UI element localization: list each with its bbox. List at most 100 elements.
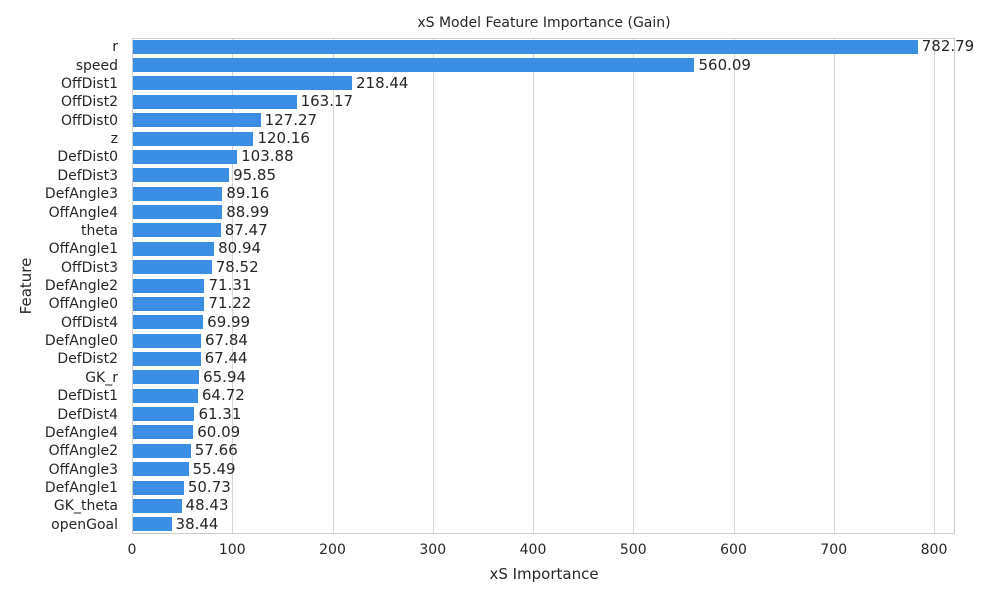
y-tick-label: OffDist4: [60, 314, 118, 331]
gridline: [934, 39, 935, 533]
bar-value-label: 67.84: [205, 331, 248, 350]
bar-value-label: 50.73: [187, 478, 231, 497]
bar-value-label: 61.31: [198, 404, 242, 423]
y-tick-label: GK_r: [85, 369, 118, 386]
bar-value-label: 80.94: [218, 239, 262, 258]
bar-value-label: 782.79: [921, 37, 975, 56]
bar-DefDist0: [133, 149, 238, 164]
y-tick-label: DefDist0: [57, 149, 118, 166]
y-tick-label: DefAngle1: [44, 480, 118, 497]
y-tick-label: DefDist3: [57, 167, 118, 184]
bar-value-label: 103.88: [241, 147, 294, 166]
x-tick-label: 600: [720, 542, 747, 558]
y-tick-label: OffDist1: [60, 75, 118, 92]
bar-OffDist4: [133, 315, 204, 330]
x-tick-label: 400: [519, 542, 547, 558]
bar-DefAngle1: [133, 480, 184, 495]
bar-OffDist0: [133, 113, 261, 128]
bar-value-label: 127.27: [264, 110, 318, 129]
x-tick-label: 500: [619, 542, 647, 558]
x-tick-label: 0: [127, 542, 137, 558]
gridline: [432, 39, 434, 533]
bar-value-label: 218.44: [355, 73, 409, 92]
gridline: [733, 39, 735, 533]
bar-r: [133, 39, 918, 54]
bar-value-label: 69.99: [207, 312, 251, 331]
bar-OffAngle0: [133, 296, 205, 311]
bar-OffAngle4: [133, 205, 223, 220]
y-tick-label: OffDist3: [60, 259, 118, 276]
bar-z: [133, 131, 254, 146]
bar-value-label: 55.49: [192, 459, 236, 478]
bar-value-label: 60.09: [197, 422, 241, 441]
bar-DefDist4: [133, 407, 195, 422]
bar-OffDist2: [133, 94, 297, 109]
bar-GK_r: [133, 370, 200, 385]
x-tick-label: 100: [218, 542, 246, 558]
gridline: [332, 39, 334, 533]
y-tick-label: speed: [75, 57, 118, 74]
y-tick-label: r: [112, 39, 118, 56]
x-tick-label: 700: [820, 542, 848, 558]
y-tick-label: OffDist2: [60, 94, 118, 111]
bar-value-label: 88.99: [226, 202, 270, 221]
y-tick-label: GK_theta: [53, 498, 118, 515]
bar-value-label: 78.52: [215, 257, 259, 276]
bar-value-label: 89.16: [226, 184, 270, 203]
bar-value-label: 120.16: [257, 129, 310, 148]
bar-value-label: 95.85: [233, 165, 277, 184]
y-tick-label: OffAngle3: [48, 461, 118, 478]
y-tick-label: theta: [80, 222, 118, 239]
bar-theta: [133, 223, 221, 238]
y-tick-label: z: [110, 131, 118, 148]
bar-OffDist3: [133, 260, 212, 275]
bar-OffDist1: [133, 76, 352, 91]
chart-title: xS Model Feature Importance (Gain): [417, 15, 671, 31]
bar-DefAngle3: [133, 186, 223, 201]
x-axis-label: xS Importance: [489, 565, 599, 583]
bar-value-label: 71.31: [208, 276, 252, 294]
bar-DefDist1: [133, 388, 198, 403]
x-tick-label: 300: [419, 542, 447, 558]
bar-value-label: 163.17: [300, 92, 354, 111]
x-tick-label: 200: [319, 542, 346, 558]
bar-value-label: 48.43: [185, 496, 229, 515]
bar-DefAngle2: [133, 278, 205, 293]
bar-DefDist3: [133, 168, 230, 183]
bar-value-label: 67.44: [204, 349, 248, 368]
x-tick-label: 800: [920, 542, 948, 558]
y-axis-label: Feature: [17, 257, 35, 315]
bar-DefAngle4: [133, 425, 194, 440]
bar-OffAngle3: [133, 462, 189, 477]
bar-OffAngle2: [133, 443, 191, 458]
y-tick-label: DefDist1: [57, 388, 118, 405]
bar-openGoal: [133, 517, 172, 532]
bar-value-label: 71.22: [208, 294, 252, 313]
gridline: [633, 39, 635, 533]
y-tick-label: OffAngle1: [48, 241, 118, 258]
bar-value-label: 87.47: [224, 220, 268, 239]
y-tick-label: OffAngle2: [48, 443, 118, 460]
bar-value-label: 65.94: [203, 367, 247, 386]
bar-OffAngle1: [133, 241, 215, 256]
y-tick-label: DefDist2: [57, 351, 118, 368]
bar-DefAngle0: [133, 333, 201, 348]
bar-value-label: 57.66: [194, 441, 238, 460]
y-tick-label: DefAngle0: [44, 333, 118, 350]
y-tick-label: DefAngle2: [44, 278, 118, 294]
bar-DefDist2: [133, 351, 201, 366]
bar-value-label: 64.72: [201, 386, 245, 405]
plot-area: 782.79 560.09 218.44 163.17 127.27 120.16 103.…: [132, 38, 974, 534]
gridline: [833, 39, 835, 533]
bar-value-label: 38.44: [175, 514, 219, 533]
y-tick-label: openGoal: [51, 516, 118, 533]
y-tick-label: OffDist0: [60, 112, 118, 129]
y-tick-label: DefAngle4: [44, 424, 118, 441]
y-tick-label: DefAngle3: [44, 186, 118, 203]
gridline: [533, 39, 534, 533]
gridline: [232, 39, 234, 533]
y-tick-label: DefDist4: [57, 406, 118, 423]
bar-speed: [133, 58, 695, 73]
y-tick-label: OffAngle4: [48, 204, 118, 221]
bar-value-label: 560.09: [698, 55, 751, 74]
